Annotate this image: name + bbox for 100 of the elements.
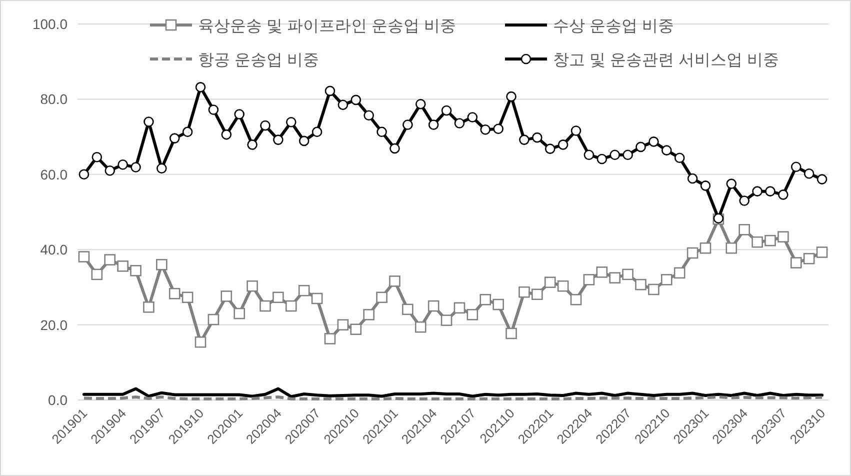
point <box>544 144 556 154</box>
point <box>790 257 802 268</box>
y-tick-label: 40.0 <box>40 242 68 258</box>
point <box>441 105 452 116</box>
point <box>519 134 530 145</box>
point <box>584 150 594 160</box>
point <box>790 162 802 172</box>
point <box>454 118 465 128</box>
point <box>91 268 103 280</box>
point <box>778 190 788 200</box>
legend-label: 육상운송 및 파이프라인 운송업 비중 <box>198 18 456 35</box>
point <box>674 267 686 279</box>
point <box>816 174 828 184</box>
point <box>144 116 154 127</box>
point <box>739 196 750 206</box>
point <box>492 298 504 310</box>
legend-label: 창고 및 운송관련 서비스업 비중 <box>553 52 779 69</box>
point <box>467 112 478 122</box>
point <box>208 314 220 326</box>
point <box>194 336 206 348</box>
point <box>752 236 763 248</box>
point <box>557 280 569 292</box>
point <box>610 150 620 160</box>
point <box>363 309 374 320</box>
point <box>415 98 426 110</box>
point <box>622 268 634 280</box>
point <box>558 140 568 150</box>
point <box>428 300 440 312</box>
point <box>765 186 776 196</box>
point <box>454 302 466 314</box>
legend-label: 항공 운송업 비중 <box>198 52 319 69</box>
point <box>506 91 516 102</box>
point <box>506 328 517 340</box>
y-tick-label: 0.0 <box>48 392 68 408</box>
point <box>752 186 762 196</box>
point <box>286 116 296 128</box>
point <box>803 252 815 264</box>
point <box>686 247 698 259</box>
point <box>130 265 142 276</box>
point <box>246 280 258 292</box>
point <box>92 152 102 162</box>
point <box>596 266 608 278</box>
point <box>169 133 180 144</box>
point <box>804 168 814 179</box>
point <box>234 308 246 320</box>
point <box>660 274 672 286</box>
y-tick-label: 80.0 <box>40 91 68 108</box>
point <box>635 278 646 290</box>
y-tick-label: 100.0 <box>32 16 68 32</box>
point <box>338 100 348 110</box>
point <box>182 292 194 303</box>
point <box>143 301 154 313</box>
point <box>636 142 646 152</box>
point <box>609 272 621 284</box>
point <box>376 292 388 303</box>
point <box>402 120 413 130</box>
point <box>414 321 426 333</box>
point <box>493 124 504 134</box>
y-tick-label: 60.0 <box>40 166 68 182</box>
point <box>364 110 374 121</box>
point <box>168 288 180 300</box>
point <box>104 254 116 266</box>
point <box>312 126 322 138</box>
point <box>389 276 400 287</box>
point <box>726 178 737 189</box>
point <box>596 154 608 164</box>
point <box>130 162 141 172</box>
point <box>195 82 206 92</box>
y-tick-label: 20.0 <box>40 316 68 333</box>
point <box>182 126 193 138</box>
point <box>518 286 530 298</box>
point <box>738 224 750 236</box>
point <box>402 304 414 316</box>
point <box>104 165 116 176</box>
legend-label: 수상 운송업 비중 <box>553 18 674 35</box>
point <box>428 120 439 130</box>
point <box>466 309 478 320</box>
point <box>221 129 232 140</box>
point <box>350 94 362 106</box>
point <box>311 292 323 304</box>
point <box>247 140 258 150</box>
point <box>726 242 738 254</box>
point <box>700 242 712 254</box>
point <box>260 300 271 312</box>
point <box>544 276 556 288</box>
point <box>570 294 582 306</box>
point <box>208 104 219 115</box>
point <box>260 120 270 131</box>
point <box>117 260 128 272</box>
point <box>298 136 310 146</box>
point <box>778 231 789 242</box>
point <box>687 173 698 184</box>
point <box>350 324 362 335</box>
point <box>285 300 297 312</box>
point <box>648 284 660 296</box>
point <box>622 150 633 160</box>
point <box>532 288 543 300</box>
point <box>440 314 452 326</box>
point <box>78 251 90 262</box>
point <box>220 290 232 302</box>
